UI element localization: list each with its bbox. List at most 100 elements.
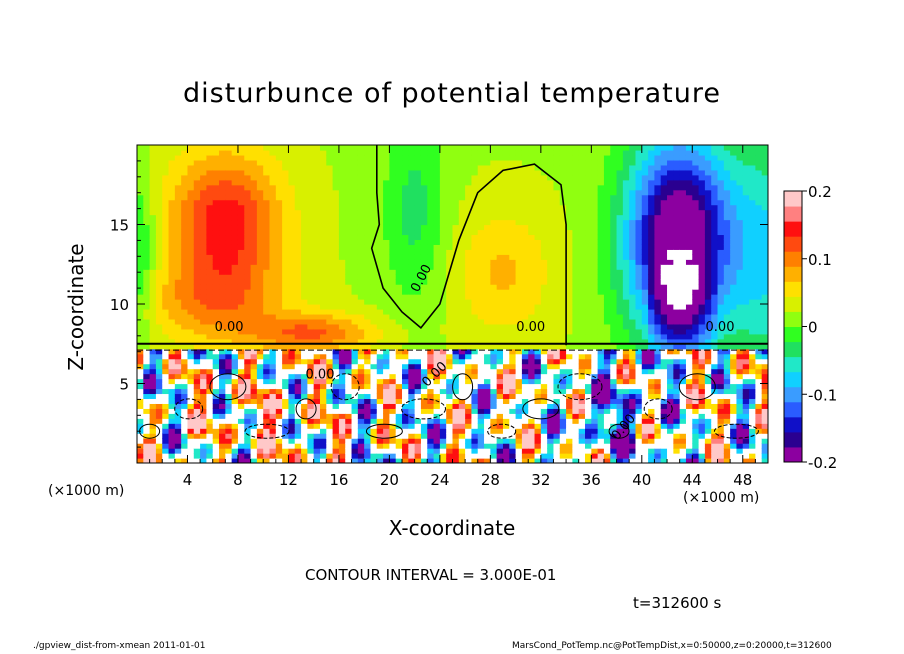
- heat-cell: [200, 299, 208, 305]
- heat-cell: [338, 368, 346, 375]
- heat-cell: [610, 244, 618, 250]
- heat-cell: [137, 239, 144, 245]
- heat-cell: [452, 204, 460, 211]
- heat-cell: [338, 229, 346, 236]
- heat-cell: [351, 259, 359, 265]
- heat-cell: [458, 338, 466, 345]
- heat-cell: [465, 398, 473, 404]
- heat-cell: [515, 259, 523, 265]
- heat-cell: [376, 169, 384, 176]
- heat-cell: [137, 149, 144, 156]
- heat-cell: [496, 179, 504, 186]
- heat-cell: [364, 204, 372, 211]
- heat-cell: [446, 229, 454, 236]
- heat-cell: [502, 289, 510, 295]
- heat-cell: [143, 174, 151, 181]
- heat-cell: [143, 368, 151, 375]
- heat-cell: [162, 164, 170, 171]
- heat-cell: [389, 338, 397, 345]
- heat-cell: [509, 244, 517, 250]
- heat-cell: [338, 313, 346, 320]
- heat-cell: [162, 274, 170, 280]
- heat-cell: [174, 458, 182, 463]
- heat-cell: [402, 194, 409, 201]
- heat-cell: [187, 204, 195, 211]
- heat-cell: [313, 274, 321, 280]
- heat-cell: [603, 418, 611, 424]
- heat-cell: [572, 244, 580, 250]
- heat-cell: [471, 343, 479, 350]
- heat-cell: [622, 229, 630, 236]
- heat-cell: [357, 179, 365, 186]
- heat-cell: [137, 159, 144, 166]
- heat-cell: [471, 323, 479, 330]
- heat-cell: [383, 224, 390, 231]
- heat-cell: [566, 433, 573, 439]
- heat-cell: [237, 254, 245, 260]
- heat-cell: [168, 398, 176, 404]
- heat-cell: [181, 333, 189, 340]
- heat-cell: [616, 413, 624, 419]
- heat-cell: [509, 259, 517, 265]
- heat-cell: [250, 154, 258, 161]
- heat-cell: [446, 259, 454, 265]
- heat-cell: [547, 294, 555, 300]
- heat-cell: [528, 229, 536, 236]
- heat-cell: [332, 388, 340, 395]
- heat-cell: [553, 313, 561, 320]
- heat-cell: [465, 348, 473, 355]
- heat-cell: [237, 204, 245, 211]
- heat-cell: [383, 438, 390, 444]
- heat-cell: [313, 353, 321, 360]
- heat-cell: [433, 214, 441, 221]
- heat-cell: [345, 169, 353, 176]
- heat-cell: [521, 433, 529, 439]
- heat-cell: [206, 234, 214, 241]
- heat-cell: [301, 219, 308, 226]
- heat-cell: [610, 433, 618, 439]
- heat-cell: [181, 313, 189, 320]
- heat-cell: [162, 458, 170, 463]
- heat-cell: [219, 328, 226, 335]
- heat-cell: [256, 219, 264, 226]
- heat-cell: [357, 264, 365, 270]
- heat-cell: [452, 343, 460, 350]
- heat-cell: [143, 323, 151, 330]
- heat-cell: [162, 269, 170, 275]
- heat-cell: [439, 448, 447, 454]
- heat-cell: [591, 284, 599, 290]
- heat-cell: [521, 323, 529, 330]
- heat-cell: [149, 438, 157, 444]
- heat-cell: [490, 398, 498, 404]
- heat-cell: [559, 234, 567, 241]
- heat-cell: [200, 428, 208, 434]
- heat-cell: [395, 299, 403, 305]
- heat-cell: [477, 318, 485, 325]
- heat-cell: [528, 308, 536, 315]
- heat-cell: [477, 333, 485, 340]
- heat-cell: [307, 313, 315, 320]
- heat-cell: [389, 448, 397, 454]
- heat-cell: [282, 373, 290, 380]
- heat-cell: [294, 159, 302, 166]
- heat-cell: [591, 458, 599, 463]
- heat-cell: [288, 145, 296, 151]
- heat-cell: [629, 453, 637, 459]
- heat-cell: [212, 229, 220, 236]
- heat-cell: [446, 145, 454, 151]
- heat-cell: [181, 393, 189, 400]
- heat-cell: [319, 229, 327, 236]
- heat-cell: [263, 383, 271, 390]
- heat-cell: [603, 145, 611, 151]
- heat-cell: [231, 378, 239, 385]
- heat-cell: [364, 299, 372, 305]
- heat-cell: [597, 209, 605, 216]
- heat-cell: [263, 289, 271, 295]
- heat-cell: [364, 249, 372, 255]
- heat-cell: [383, 308, 390, 315]
- heat-cell: [225, 289, 233, 295]
- heat-cell: [332, 433, 340, 439]
- heat-cell: [250, 159, 258, 166]
- heat-cell: [547, 229, 555, 236]
- heat-cell: [263, 358, 271, 365]
